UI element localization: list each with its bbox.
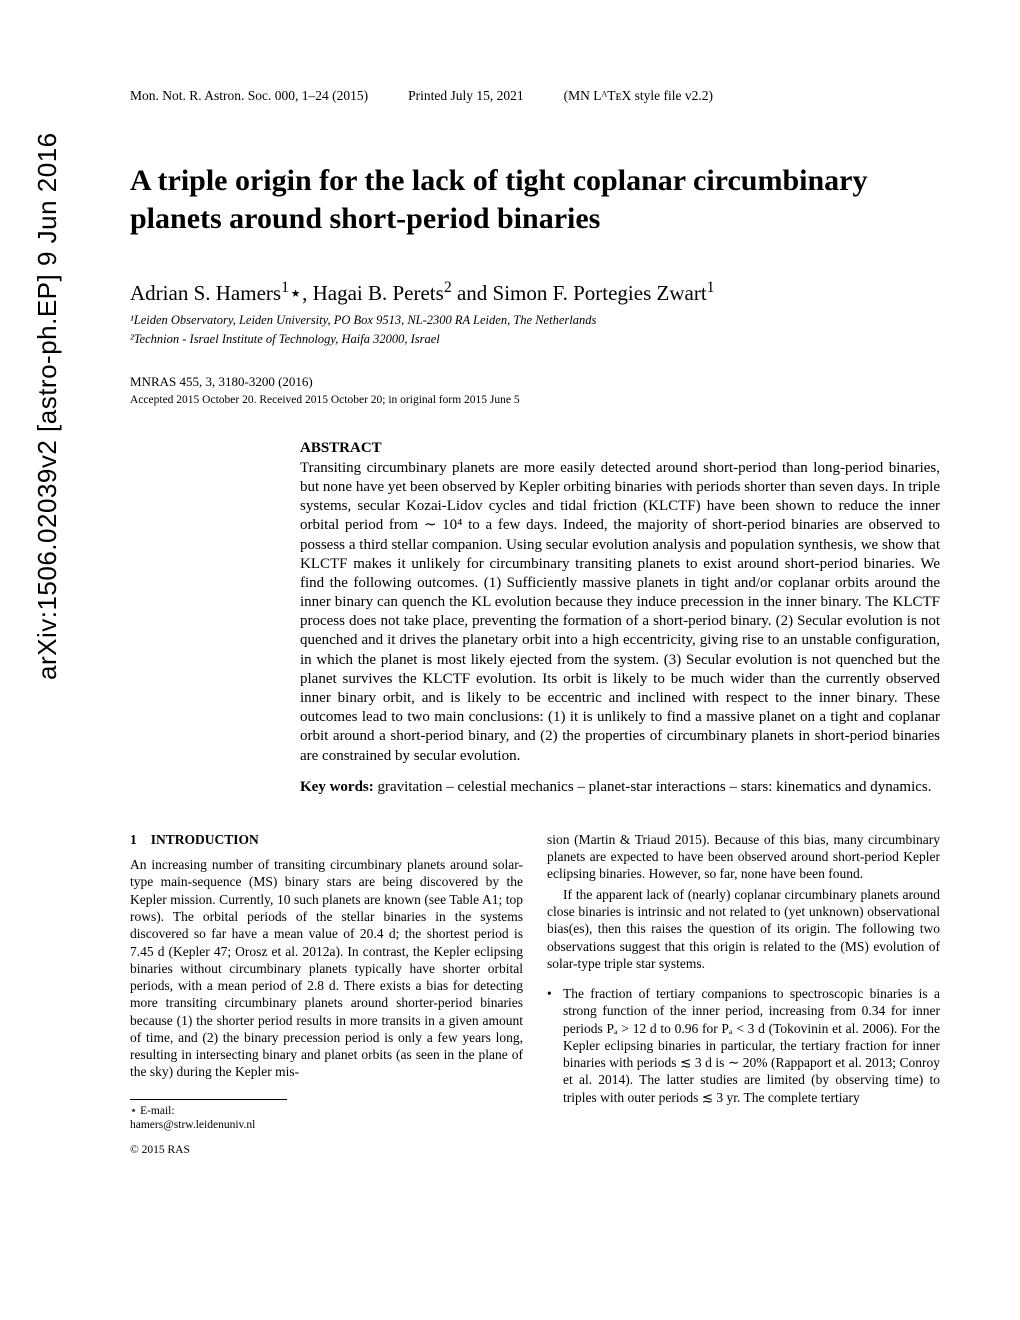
arxiv-stamp: arXiv:1506.02039v2 [astro-ph.EP] 9 Jun 2… — [32, 132, 63, 680]
abstract-block: ABSTRACT Transiting circumbinary planets… — [300, 440, 940, 797]
left-column: 1 INTRODUCTION An increasing number of tr… — [130, 831, 523, 1158]
intro-para-1: An increasing number of transiting circu… — [130, 856, 523, 1080]
style-file: (MN LᴬTᴇX style file v2.2) — [564, 88, 713, 104]
intro-para-2: If the apparent lack of (nearly) coplana… — [547, 886, 940, 972]
keywords-label: Key words: — [300, 779, 374, 795]
body-columns: 1 INTRODUCTION An increasing number of tr… — [130, 831, 940, 1158]
publication-info: MNRAS 455, 3, 3180-3200 (2016) — [130, 374, 940, 390]
copyright: © 2015 RAS — [130, 1143, 523, 1158]
keywords-text: gravitation – celestial mechanics – plan… — [378, 779, 932, 795]
bullet-text: The fraction of tertiary companions to s… — [563, 985, 940, 1106]
intro-para-1-cont: sion (Martin & Triaud 2015). Because of … — [547, 831, 940, 883]
paper-title: A triple origin for the lack of tight co… — [130, 162, 940, 237]
affiliation-1: ¹Leiden Observatory, Leiden University, … — [130, 312, 940, 329]
running-header: Mon. Not. R. Astron. Soc. 000, 1–24 (201… — [130, 88, 940, 104]
section-1-heading: 1 INTRODUCTION — [130, 831, 523, 848]
abstract-heading: ABSTRACT — [300, 440, 940, 457]
bullet-item: • The fraction of tertiary companions to… — [547, 985, 940, 1106]
right-column: sion (Martin & Triaud 2015). Because of … — [547, 831, 940, 1158]
accepted-line: Accepted 2015 October 20. Received 2015 … — [130, 394, 940, 406]
abstract-text: Transiting circumbinary planets are more… — [300, 459, 940, 766]
affiliation-2: ²Technion - Israel Institute of Technolo… — [130, 331, 940, 348]
authors: Adrian S. Hamers1⋆, Hagai B. Perets2 and… — [130, 279, 940, 306]
section-number: 1 — [130, 831, 137, 848]
journal-ref: Mon. Not. R. Astron. Soc. 000, 1–24 (201… — [130, 88, 368, 104]
section-title: INTRODUCTION — [151, 832, 259, 847]
bullet-icon: • — [547, 985, 563, 1106]
printed-date: Printed July 15, 2021 — [408, 88, 524, 104]
keywords: Key words: gravitation – celestial mecha… — [300, 778, 940, 797]
footnote: ⋆ E-mail: hamers@strw.leidenuniv.nl — [130, 1099, 287, 1133]
